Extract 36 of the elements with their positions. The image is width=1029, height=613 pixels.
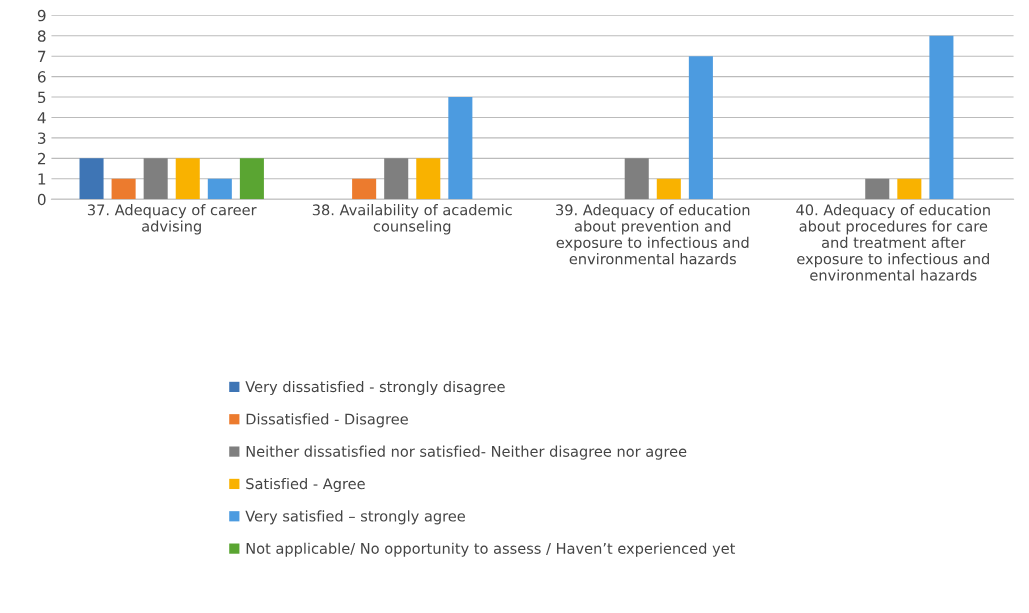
y-tick-label: 4	[37, 112, 46, 124]
bar	[865, 178, 890, 200]
bar	[448, 97, 473, 200]
bar	[111, 178, 136, 200]
bar	[929, 35, 954, 200]
legend-label: Satisfied - Agree	[246, 477, 365, 493]
bar	[384, 158, 409, 200]
bar	[79, 158, 104, 200]
x-tick-label: 38. Availability of academic counseling	[312, 204, 512, 235]
x-tick-label: 39. Adequacy of education about prevention and exposure to infectious and environmental hazards	[556, 204, 750, 265]
x-tick-label: 37. Adequacy of career advising	[87, 204, 257, 235]
y-tick-label: 7	[38, 50, 46, 62]
y-tick-label: 3	[38, 132, 46, 144]
x-tick-label: 40. Adequacy of education about procedures for care and treatment after exposure to infectious and environmental hazards	[796, 204, 990, 281]
legend-label: Very dissatisfied - strongly disagree	[245, 380, 505, 396]
y-tick-label: 6	[37, 71, 46, 83]
bar	[239, 158, 264, 200]
bar	[143, 158, 168, 200]
y-tick-label: 9	[37, 9, 46, 22]
legend-label: Dissatisfied - Disagree	[246, 413, 408, 428]
bar	[352, 178, 377, 200]
bar	[207, 178, 232, 200]
bar	[624, 158, 649, 200]
bar	[688, 56, 713, 200]
bar	[175, 158, 200, 200]
legend-label: Neither dissatisfied nor satisfied- Neither disagree nor agree	[246, 445, 687, 460]
y-tick-label: 2	[37, 152, 46, 165]
legend-label: Not applicable/ No opportunity to assess / Haven’t experienced yet	[246, 542, 736, 557]
y-tick-label: 8	[37, 30, 46, 42]
legend-label: Very satisfied – strongly agree	[245, 510, 465, 525]
y-tick-label: 1	[38, 173, 46, 185]
bar	[416, 158, 441, 200]
y-tick-label: 5	[38, 91, 46, 104]
y-tick-label: 0	[37, 193, 46, 206]
bar	[656, 178, 681, 200]
bar	[897, 178, 922, 200]
